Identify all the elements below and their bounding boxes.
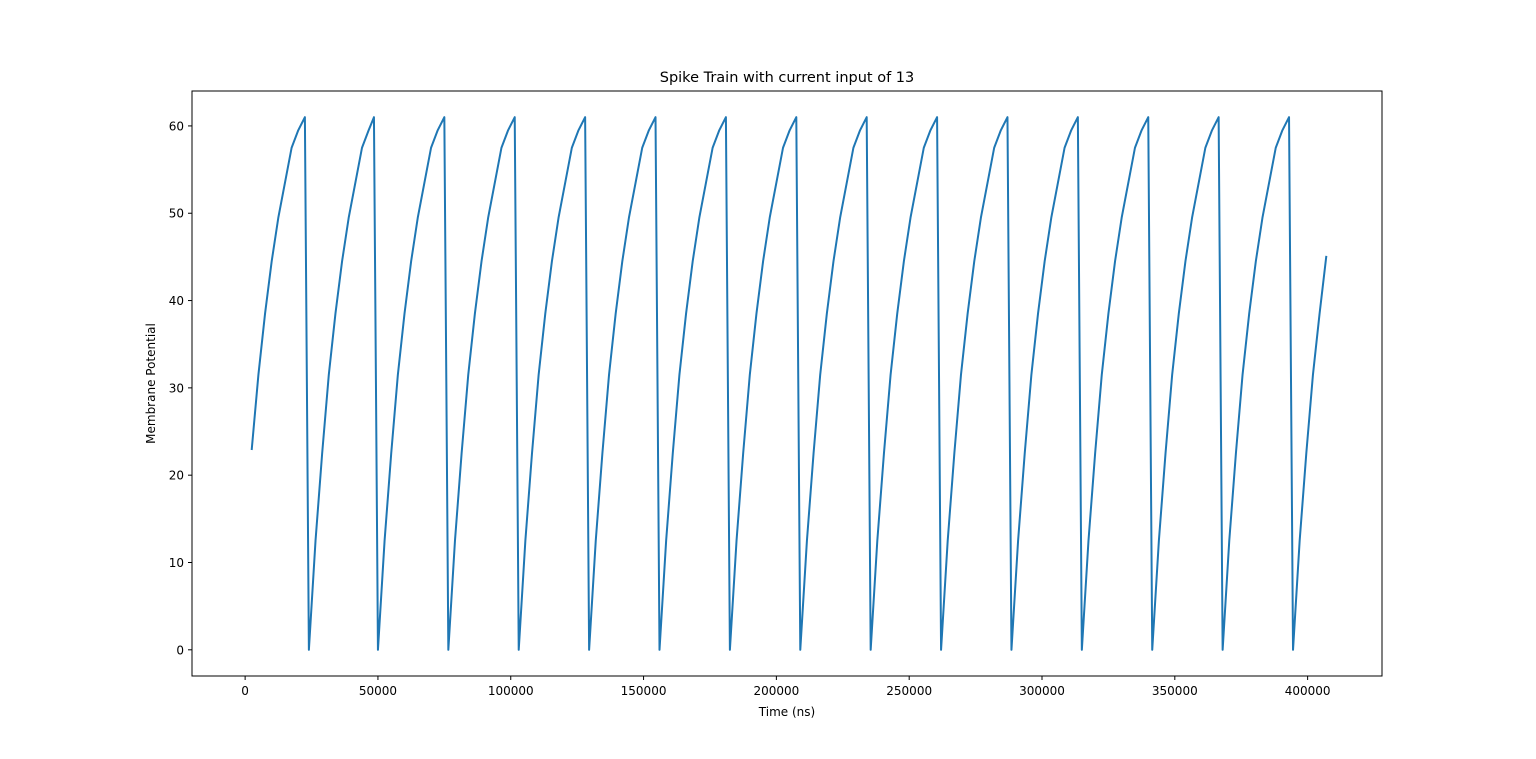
series-line-0: [250, 116, 1328, 651]
y-tick-label: 20: [169, 469, 184, 483]
x-tick-label: 200000: [753, 684, 799, 698]
y-tick-label: 40: [169, 294, 184, 308]
x-tick-label: 100000: [488, 684, 534, 698]
axes-frame: [191, 90, 1383, 677]
x-tick-label: 250000: [886, 684, 932, 698]
x-axis-ticks: 0 50000 100000 150000 200000 250000 300000 3500…: [241, 676, 1331, 698]
y-axis-ticks: 0 10 20 30 40 50 60: [169, 119, 192, 657]
x-tick-label: 0: [241, 684, 249, 698]
y-tick-label: 0: [176, 643, 184, 657]
x-tick-label: 400000: [1285, 684, 1331, 698]
chart-title: Spike Train with current input of 13: [660, 70, 914, 86]
y-tick-label: 10: [169, 556, 184, 570]
y-tick-label: 60: [169, 119, 184, 133]
y-axis-label: Membrane Potential: [144, 323, 158, 444]
x-tick-label: 150000: [621, 684, 667, 698]
x-tick-label: 300000: [1019, 684, 1065, 698]
x-tick-label: 350000: [1152, 684, 1198, 698]
x-axis-label: Time (ns): [758, 705, 815, 719]
x-tick-label: 50000: [359, 684, 397, 698]
plot-layer: [250, 116, 1328, 651]
y-tick-label: 50: [169, 207, 184, 221]
y-tick-label: 30: [169, 381, 184, 395]
